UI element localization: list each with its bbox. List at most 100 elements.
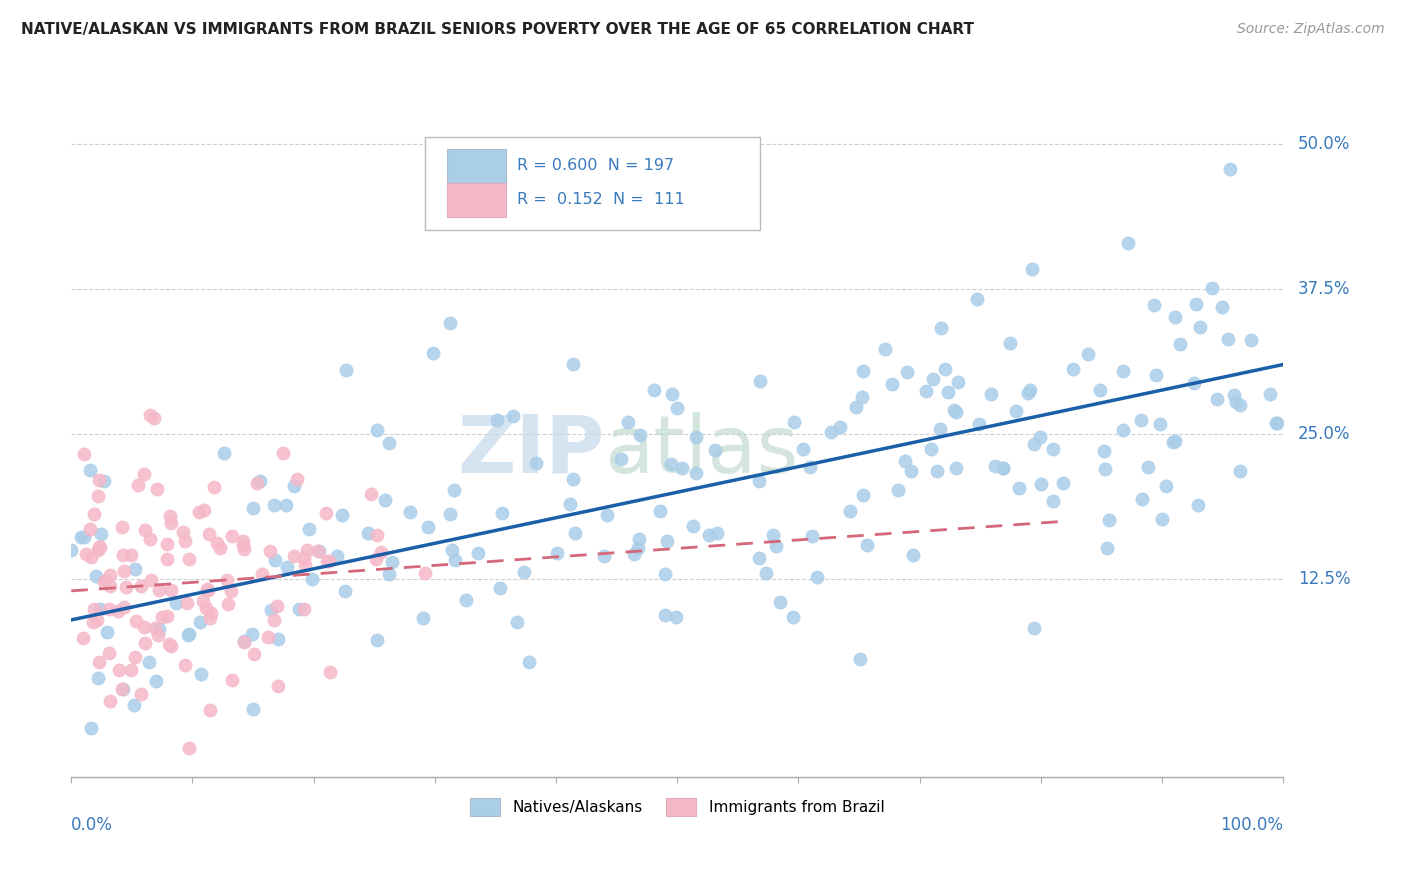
Text: atlas: atlas: [605, 412, 799, 490]
Point: [623, 547, 645, 561]
Point: [682, 519, 704, 533]
Point: [112, 564, 135, 578]
Point: [111, 520, 134, 534]
Point: [87, 543, 110, 558]
FancyBboxPatch shape: [447, 149, 506, 183]
Point: [82, 615, 104, 629]
Point: [1161, 435, 1184, 450]
Point: [1042, 442, 1064, 457]
Point: [806, 570, 828, 584]
Point: [274, 498, 297, 512]
Point: [1094, 462, 1116, 476]
Point: [267, 632, 290, 646]
Point: [297, 542, 319, 557]
Point: [900, 464, 922, 478]
Point: [945, 461, 967, 475]
Point: [315, 554, 337, 568]
Point: [1156, 479, 1178, 493]
Point: [945, 405, 967, 419]
Point: [198, 610, 221, 624]
Point: [159, 516, 181, 530]
Point: [150, 609, 173, 624]
Point: [627, 532, 650, 546]
Point: [87, 540, 110, 554]
Point: [148, 582, 170, 597]
Point: [233, 541, 256, 556]
Point: [564, 526, 586, 541]
Point: [176, 628, 198, 642]
Point: [366, 632, 388, 647]
Point: [132, 620, 155, 634]
Point: [308, 543, 330, 558]
Point: [72, 632, 94, 646]
Point: [991, 461, 1014, 475]
Point: [1258, 387, 1281, 401]
Point: [256, 630, 278, 644]
Point: [132, 467, 155, 481]
Point: [75, 548, 97, 562]
Point: [301, 572, 323, 586]
Point: [800, 529, 823, 543]
Point: [111, 682, 134, 697]
Point: [111, 681, 134, 696]
Point: [172, 524, 194, 539]
Point: [1031, 477, 1053, 491]
Point: [991, 461, 1014, 475]
Point: [156, 609, 179, 624]
Point: [145, 673, 167, 688]
Point: [193, 503, 215, 517]
Point: [851, 390, 873, 404]
Point: [107, 604, 129, 618]
Point: [783, 416, 806, 430]
Point: [685, 430, 707, 444]
Point: [929, 321, 952, 335]
Point: [1240, 333, 1263, 347]
Point: [217, 597, 239, 611]
Point: [1008, 482, 1031, 496]
Point: [366, 424, 388, 438]
Point: [148, 628, 170, 642]
Point: [60, 543, 83, 558]
Point: [145, 482, 167, 496]
Point: [439, 317, 461, 331]
Point: [87, 655, 110, 669]
Point: [942, 403, 965, 417]
Point: [1136, 460, 1159, 475]
Point: [643, 383, 665, 397]
Text: NATIVE/ALASKAN VS IMMIGRANTS FROM BRAZIL SENIORS POVERTY OVER THE AGE OF 65 CORR: NATIVE/ALASKAN VS IMMIGRANTS FROM BRAZIL…: [21, 22, 974, 37]
Point: [654, 567, 676, 582]
Point: [1187, 498, 1209, 512]
FancyBboxPatch shape: [447, 183, 506, 218]
Point: [221, 673, 243, 687]
Point: [86, 613, 108, 627]
Point: [1264, 416, 1286, 430]
Point: [374, 493, 396, 508]
Point: [685, 466, 707, 480]
Text: 37.5%: 37.5%: [1298, 280, 1350, 298]
Point: [357, 525, 380, 540]
Point: [782, 610, 804, 624]
Point: [198, 526, 221, 541]
Point: [1189, 319, 1212, 334]
Point: [294, 558, 316, 573]
Point: [159, 509, 181, 524]
Point: [315, 506, 337, 520]
Point: [83, 602, 105, 616]
Point: [1005, 404, 1028, 418]
Point: [221, 529, 243, 543]
Point: [177, 551, 200, 566]
Point: [360, 487, 382, 501]
Point: [765, 539, 787, 553]
Point: [769, 595, 792, 609]
Point: [134, 636, 156, 650]
Point: [366, 552, 388, 566]
Point: [1029, 430, 1052, 444]
Point: [1164, 310, 1187, 324]
Point: [855, 538, 877, 552]
Point: [929, 422, 952, 436]
Point: [1168, 337, 1191, 351]
Point: [98, 568, 121, 582]
Point: [1017, 386, 1039, 401]
Point: [505, 615, 527, 630]
Point: [936, 384, 959, 399]
